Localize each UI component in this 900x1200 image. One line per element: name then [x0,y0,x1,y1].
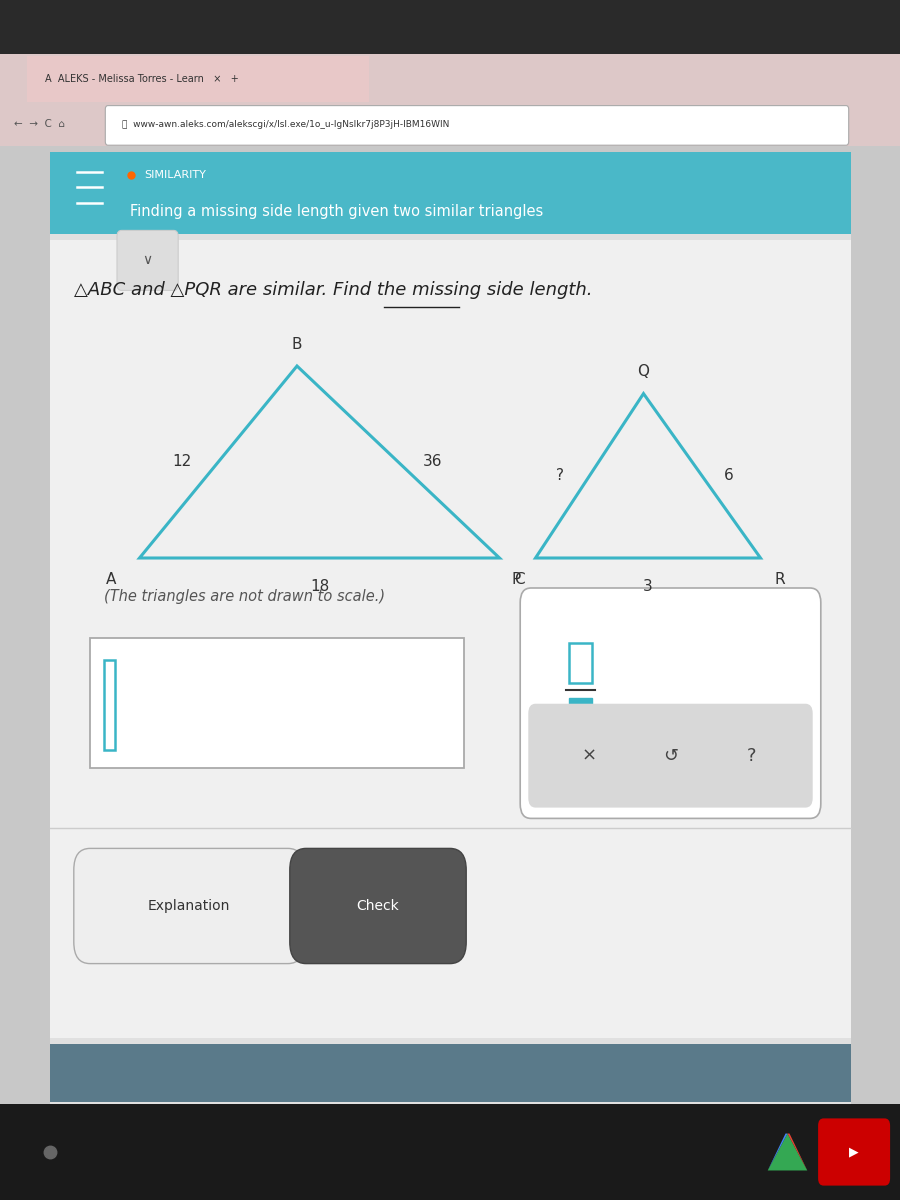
Text: ?: ? [747,746,756,764]
FancyBboxPatch shape [27,56,369,102]
FancyBboxPatch shape [0,1104,900,1200]
Text: 3: 3 [644,580,652,594]
Polygon shape [768,1134,807,1170]
FancyBboxPatch shape [569,698,592,738]
Text: ?: ? [556,468,563,484]
Text: Q: Q [637,365,650,379]
FancyBboxPatch shape [74,848,304,964]
Text: P: P [511,572,520,587]
Text: 18: 18 [310,580,329,594]
FancyBboxPatch shape [569,643,592,683]
FancyBboxPatch shape [117,230,178,290]
Text: A  ALEKS - Melissa Torres - Learn   ×   +: A ALEKS - Melissa Torres - Learn × + [45,74,239,84]
Text: △ABC and △PQR are similar. Find the missing side length.: △ABC and △PQR are similar. Find the miss… [74,281,592,299]
Text: A: A [105,572,116,587]
FancyBboxPatch shape [818,1118,890,1186]
FancyBboxPatch shape [0,0,900,54]
Text: 🔒  www-awn.aleks.com/alekscgi/x/lsl.exe/1o_u-IgNslkr7j8P3jH-IBM16WIN: 🔒 www-awn.aleks.com/alekscgi/x/lsl.exe/1… [122,120,449,130]
Text: (The triangles are not drawn to scale.): (The triangles are not drawn to scale.) [104,589,384,604]
Text: 6: 6 [724,468,733,484]
Text: R: R [775,572,786,587]
FancyBboxPatch shape [0,146,900,1200]
Polygon shape [788,1134,807,1170]
Text: 36: 36 [423,455,442,469]
FancyBboxPatch shape [50,240,850,1038]
FancyBboxPatch shape [0,102,900,146]
FancyBboxPatch shape [50,152,850,1104]
Text: 12: 12 [173,455,192,469]
FancyBboxPatch shape [50,1044,850,1102]
FancyBboxPatch shape [528,703,813,808]
Polygon shape [768,1134,788,1170]
Text: ▶: ▶ [850,1146,859,1158]
Text: Finding a missing side length given two similar triangles: Finding a missing side length given two … [130,204,544,218]
Text: C: C [514,572,525,587]
Text: SIMILARITY: SIMILARITY [144,170,206,180]
Text: Explanation: Explanation [148,899,230,913]
Text: Check: Check [356,899,400,913]
FancyBboxPatch shape [0,54,900,102]
Text: ↺: ↺ [663,746,678,764]
Text: ←  →  C  ⌂: ← → C ⌂ [14,119,65,128]
FancyBboxPatch shape [104,660,115,750]
FancyBboxPatch shape [50,152,850,234]
Text: ×: × [582,746,597,764]
Text: B: B [292,337,302,352]
FancyBboxPatch shape [290,848,466,964]
FancyBboxPatch shape [520,588,821,818]
FancyBboxPatch shape [105,106,849,145]
Text: ∨: ∨ [142,253,153,268]
FancyBboxPatch shape [90,638,464,768]
